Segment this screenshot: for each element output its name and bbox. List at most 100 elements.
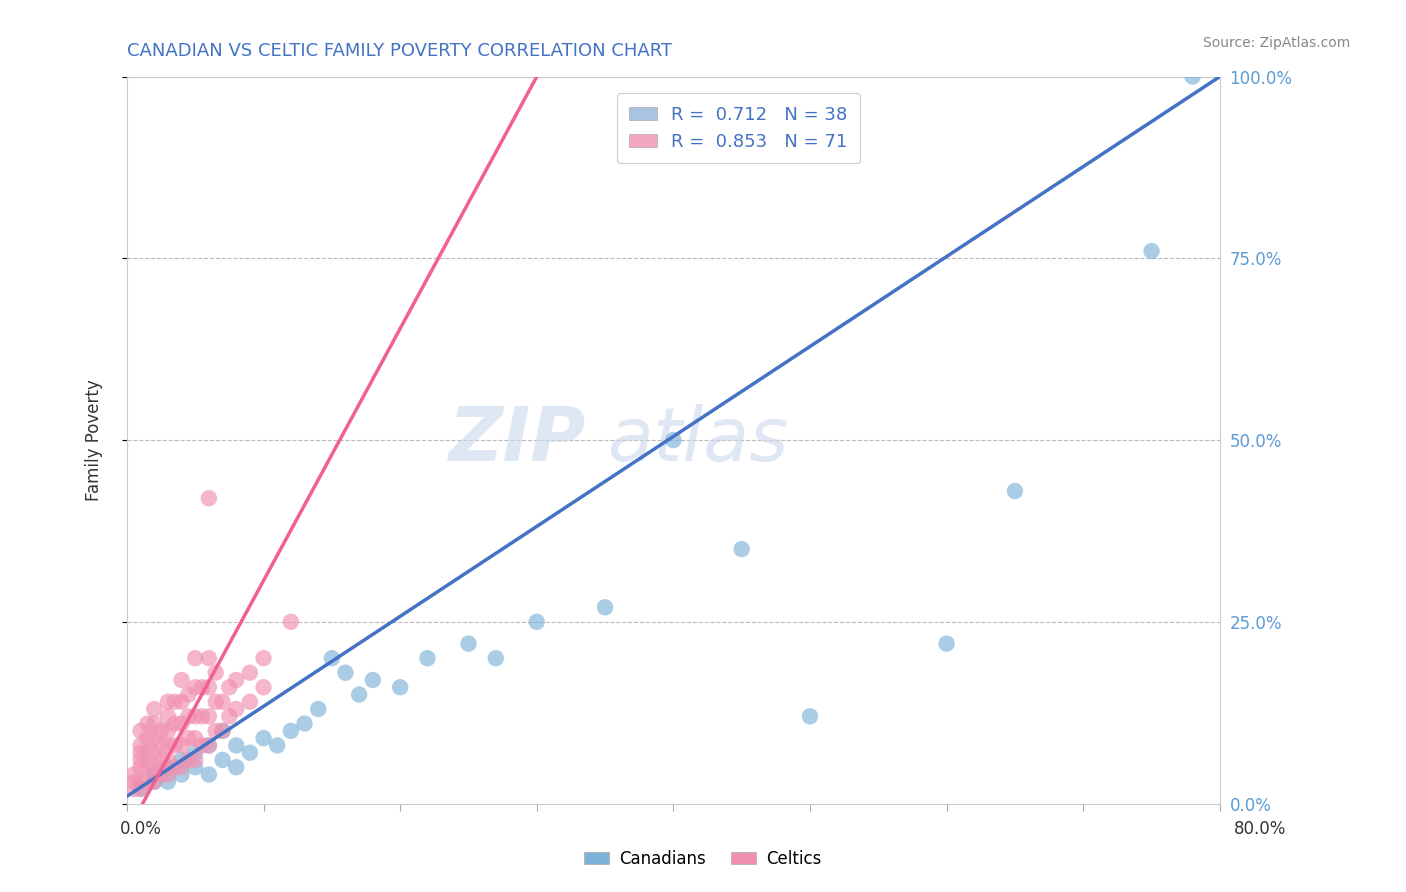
Point: [211, 753, 233, 767]
Point: [225, 702, 247, 716]
Point: [225, 760, 247, 774]
Point: [129, 774, 152, 789]
Point: [1181, 70, 1204, 84]
Point: [129, 739, 152, 753]
Point: [143, 731, 166, 746]
Point: [198, 767, 221, 781]
Point: [593, 600, 616, 615]
Point: [239, 746, 262, 760]
Point: [191, 680, 214, 694]
Point: [150, 723, 173, 738]
Point: [136, 746, 159, 760]
Point: [170, 739, 193, 753]
Point: [361, 673, 384, 687]
Point: [163, 760, 186, 774]
Point: [1140, 244, 1163, 258]
Point: [129, 753, 152, 767]
Point: [280, 615, 302, 629]
Point: [163, 739, 186, 753]
Point: [184, 746, 207, 760]
Point: [177, 753, 200, 767]
Point: [731, 542, 754, 557]
Point: [156, 774, 179, 789]
Point: [150, 753, 173, 767]
Point: [177, 731, 200, 746]
Point: [156, 753, 179, 767]
Point: [307, 702, 329, 716]
Point: [1004, 483, 1026, 498]
Point: [935, 637, 957, 651]
Point: [184, 709, 207, 723]
Point: [156, 767, 179, 781]
Point: [184, 651, 207, 665]
Point: [526, 615, 548, 629]
Point: [156, 739, 179, 753]
Point: [156, 723, 179, 738]
Point: [218, 709, 240, 723]
Point: [143, 774, 166, 789]
Point: [170, 695, 193, 709]
Point: [211, 723, 233, 738]
Point: [143, 746, 166, 760]
Point: [662, 433, 685, 447]
Point: [156, 760, 179, 774]
Point: [156, 709, 179, 723]
Point: [211, 695, 233, 709]
Point: [321, 651, 343, 665]
Point: [389, 680, 412, 694]
Point: [129, 746, 152, 760]
Point: [225, 673, 247, 687]
Point: [266, 739, 288, 753]
Point: [416, 651, 439, 665]
Point: [198, 491, 221, 506]
Point: [143, 767, 166, 781]
Point: [163, 716, 186, 731]
Point: [198, 739, 221, 753]
Point: [136, 716, 159, 731]
Point: [136, 774, 159, 789]
Text: Source: ZipAtlas.com: Source: ZipAtlas.com: [1202, 36, 1350, 50]
Point: [485, 651, 508, 665]
Point: [143, 774, 166, 789]
Point: [129, 782, 152, 797]
Point: [280, 723, 302, 738]
Point: [129, 760, 152, 774]
Point: [129, 723, 152, 738]
Point: [184, 760, 207, 774]
Text: atlas: atlas: [607, 404, 789, 476]
Point: [191, 709, 214, 723]
Point: [198, 709, 221, 723]
Point: [204, 723, 226, 738]
Point: [225, 739, 247, 753]
Point: [204, 695, 226, 709]
Point: [170, 760, 193, 774]
Text: CANADIAN VS CELTIC FAMILY POVERTY CORRELATION CHART: CANADIAN VS CELTIC FAMILY POVERTY CORREL…: [127, 42, 672, 60]
Point: [198, 680, 221, 694]
Point: [184, 731, 207, 746]
Point: [457, 637, 479, 651]
Point: [163, 695, 186, 709]
Point: [184, 753, 207, 767]
Point: [239, 695, 262, 709]
Point: [150, 739, 173, 753]
Point: [335, 665, 357, 680]
Y-axis label: Family Poverty: Family Poverty: [86, 379, 103, 501]
Point: [239, 665, 262, 680]
Legend: Canadians, Celtics: Canadians, Celtics: [578, 844, 828, 875]
Point: [198, 651, 221, 665]
Point: [143, 702, 166, 716]
Text: 0.0%: 0.0%: [120, 820, 162, 838]
Point: [136, 731, 159, 746]
Point: [129, 782, 152, 797]
Text: 80.0%: 80.0%: [1234, 820, 1286, 838]
Point: [191, 739, 214, 753]
Point: [143, 716, 166, 731]
Point: [204, 665, 226, 680]
Point: [170, 767, 193, 781]
Legend: R =  0.712   N = 38, R =  0.853   N = 71: R = 0.712 N = 38, R = 0.853 N = 71: [617, 93, 860, 163]
Point: [184, 680, 207, 694]
Point: [177, 688, 200, 702]
Point: [252, 680, 274, 694]
Point: [122, 782, 145, 797]
Point: [218, 680, 240, 694]
